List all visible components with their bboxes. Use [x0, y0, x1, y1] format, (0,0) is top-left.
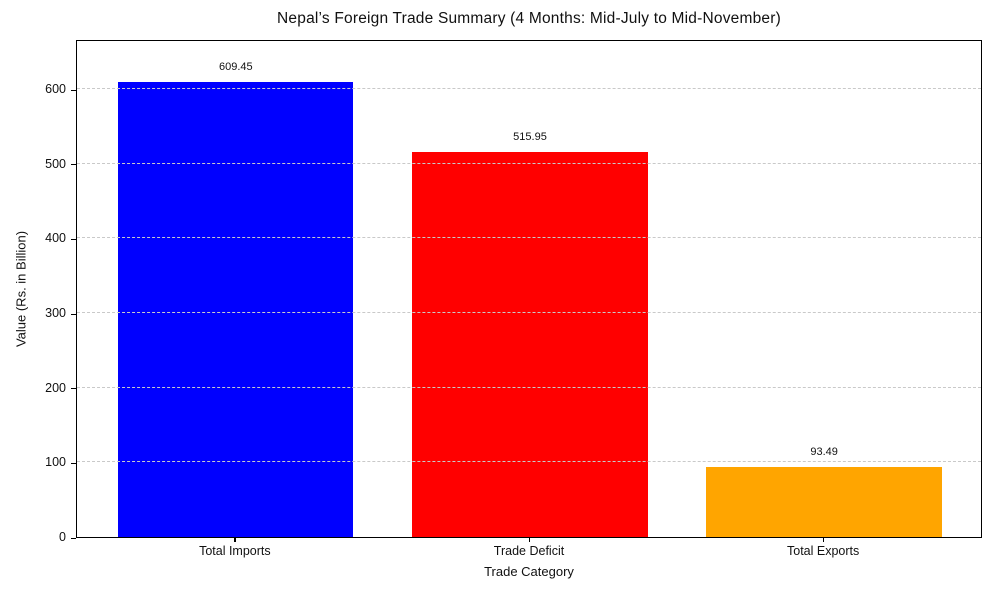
bar-trade-deficit — [412, 151, 648, 537]
x-axis-label: Trade Category — [484, 564, 574, 579]
y-tick-mark — [71, 164, 76, 166]
y-axis-label: Value (Rs. in Billion) — [13, 230, 29, 348]
y-tick-label: 0 — [59, 530, 66, 544]
x-tick-label-total-imports: Total Imports — [199, 544, 271, 558]
gridline — [77, 312, 981, 314]
y-tick-mark — [71, 89, 76, 91]
y-tick-mark — [71, 238, 76, 241]
x-tick-label-trade-deficit: Trade Deficit — [493, 544, 565, 558]
chart-title: Nepal’s Foreign Trade Summary (4 Months:… — [277, 10, 781, 27]
y-tick-mark — [71, 537, 76, 539]
bar-value-label: 515.95 — [513, 130, 547, 143]
bar-value-label: 93.49 — [810, 446, 838, 459]
y-tick-label: 200 — [45, 380, 66, 395]
x-tick-label-total-exports: Total Exports — [787, 544, 860, 558]
y-tick-label: 400 — [45, 231, 66, 246]
plot-area: 609.45 515.95 93.49 — [76, 40, 982, 538]
gridline — [77, 237, 981, 239]
bar-total-exports — [706, 467, 942, 537]
x-tick-mark — [822, 538, 824, 542]
y-tick-label: 500 — [45, 156, 66, 171]
y-tick-mark — [71, 388, 76, 390]
x-tick-mark — [234, 538, 236, 542]
x-tick-mark — [528, 538, 530, 542]
y-tick-label: 600 — [45, 82, 66, 97]
y-tick-label: 300 — [45, 306, 66, 320]
gridline — [77, 162, 981, 164]
y-tick-mark — [71, 313, 76, 315]
gridline — [77, 88, 981, 90]
bar-total-imports — [118, 81, 354, 537]
y-tick-label: 100 — [45, 455, 66, 470]
bar-value-label: 609.45 — [219, 60, 253, 73]
gridline — [77, 386, 981, 388]
y-tick-mark — [71, 462, 76, 465]
gridline — [77, 461, 981, 463]
